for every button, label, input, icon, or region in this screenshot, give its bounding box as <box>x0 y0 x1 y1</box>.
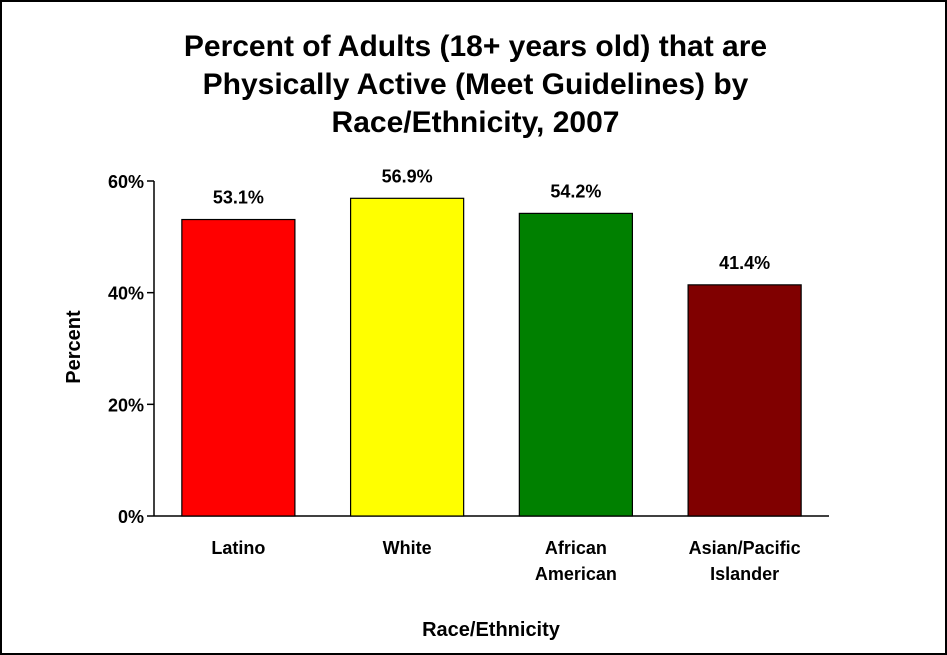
data-label: 41.4% <box>719 253 770 273</box>
data-label: 53.1% <box>213 188 264 208</box>
chart-title-line-3: Race/Ethnicity, 2007 <box>331 106 620 139</box>
x-tick-label: Islander <box>710 564 779 584</box>
bar <box>687 284 802 517</box>
bar <box>181 218 296 517</box>
chart-title-line-1: Percent of Adults (18+ years old) that a… <box>183 30 768 63</box>
y-tick-label: 40% <box>108 284 144 304</box>
chart-title: Percent of Adults (18+ years old) that a… <box>102 28 849 142</box>
chart-title-line-2: Physically Active (Meet Guidelines) by <box>202 68 749 101</box>
data-label: 56.9% <box>382 166 433 186</box>
data-label: 54.2% <box>550 181 601 201</box>
y-tick-label: 60% <box>108 172 144 192</box>
y-axis: 0% 20% 40% 60% <box>108 172 155 527</box>
bar <box>349 197 465 517</box>
x-tick-label: African <box>545 538 607 558</box>
x-tick-label: Asian/Pacific <box>689 538 801 558</box>
x-tick-label: Latino <box>211 538 265 558</box>
x-tick-label: American <box>535 564 617 584</box>
y-tick-label: 20% <box>108 395 144 415</box>
x-axis-title: Race/Ethnicity <box>422 619 561 641</box>
y-axis-title: Percent <box>63 310 85 384</box>
bars <box>181 197 802 517</box>
bar <box>518 212 634 517</box>
x-tick-label: White <box>383 538 432 558</box>
y-tick-label: 0% <box>118 507 144 527</box>
x-tick-labels: Latino White African American Asian/Pacific I… <box>211 538 800 584</box>
data-labels: 53.1% 56.9% 54.2% 41.4% <box>213 166 770 273</box>
